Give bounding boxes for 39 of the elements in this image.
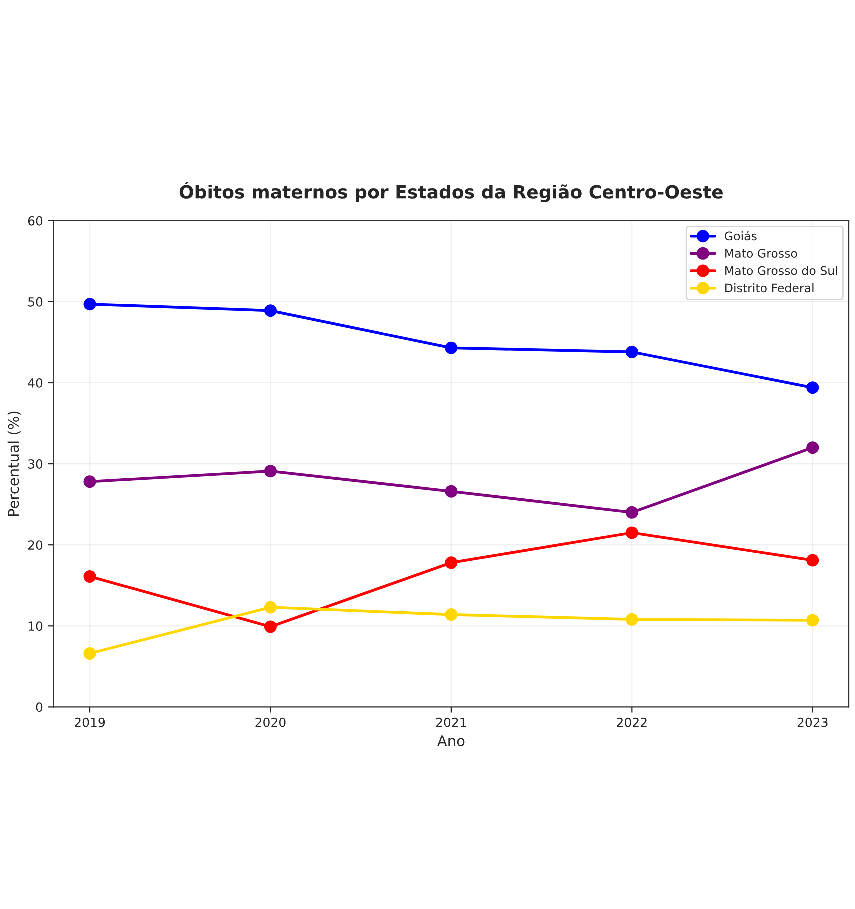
x-axis-title: Ano <box>437 736 465 747</box>
point <box>806 442 820 454</box>
y-tick-label: 40 <box>28 378 43 388</box>
point <box>626 526 638 540</box>
y-tick-label: 30 <box>28 460 43 469</box>
chart-title: Óbitos maternos por Estados da Região Centro-Oeste <box>180 182 724 203</box>
point <box>445 608 458 622</box>
point <box>445 485 458 498</box>
point <box>626 613 638 626</box>
legend-label: Mato Grosso do Sul <box>726 266 838 276</box>
legend-label: Mato Grosso <box>726 249 798 258</box>
x-tick-label: 2021 <box>436 718 466 728</box>
x-tick-label: 2022 <box>617 718 647 728</box>
y-tick-label: 10 <box>28 622 43 632</box>
y-axis-title: Percentual (%) <box>8 412 21 516</box>
y-tick-label: 50 <box>28 297 43 307</box>
point <box>264 620 277 634</box>
point <box>84 298 96 311</box>
legend-label: Distrito Federal <box>726 283 814 293</box>
point <box>626 346 638 358</box>
x-tick-label: 2020 <box>256 718 286 728</box>
point <box>806 554 820 567</box>
y-tick-label: 60 <box>28 216 43 226</box>
legend-label: Goiás <box>725 231 757 241</box>
x-tick-label: 2023 <box>798 718 828 728</box>
x-tick-label: 2019 <box>75 718 106 728</box>
point <box>264 304 277 318</box>
point <box>626 506 638 519</box>
point <box>84 570 96 583</box>
point <box>264 601 277 614</box>
y-tick-label: 20 <box>28 540 43 550</box>
point <box>264 465 277 478</box>
point <box>806 614 820 627</box>
point <box>84 647 96 660</box>
point <box>806 382 820 394</box>
point <box>445 556 458 570</box>
point <box>445 342 458 354</box>
y-tick-label: 0 <box>36 702 43 712</box>
point <box>84 476 96 488</box>
